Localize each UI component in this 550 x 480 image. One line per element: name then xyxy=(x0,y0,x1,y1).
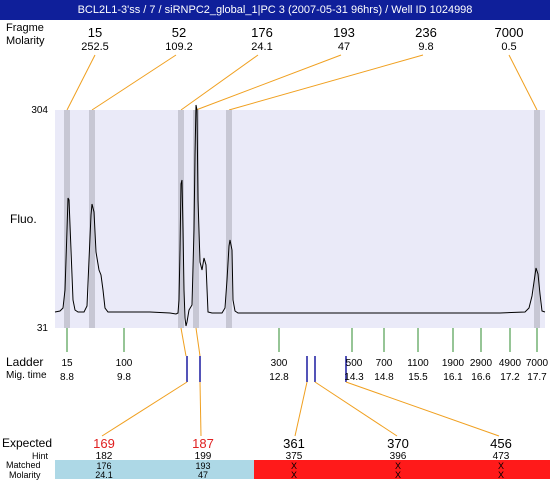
ladder-size-3: 300 xyxy=(270,358,288,369)
y-axis-label: Fluo. xyxy=(10,212,37,226)
peak-size-1: 15 xyxy=(87,25,103,40)
peak-molarity-4: 47 xyxy=(337,41,351,53)
marker-band-5 xyxy=(226,110,232,328)
matched-value-1: 176 xyxy=(96,461,112,471)
hint-value-2: 199 xyxy=(194,451,212,462)
ladder-size-6: 1100 xyxy=(407,358,429,369)
hint-row-label: Hint xyxy=(32,451,49,461)
marker-band-2 xyxy=(89,110,95,328)
window-title: BCL2L1-3'ss / 7 / siRNPC2_global_1|PC 3 … xyxy=(0,0,550,20)
hint-value-3: 375 xyxy=(285,451,303,462)
peak-molarity-3: 24.1 xyxy=(251,41,273,53)
y-axis-min-label: 31 xyxy=(36,323,48,334)
hint-value-4: 396 xyxy=(389,451,407,462)
peak-molarity-6: 0.5 xyxy=(501,41,517,53)
expected-link-2 xyxy=(195,327,201,357)
expected-value-1: 169 xyxy=(93,436,115,451)
matched-row-label: Matched xyxy=(6,460,41,470)
matched-row-bar xyxy=(55,460,254,479)
matched-molarity-1: 24.1 xyxy=(95,470,113,480)
ladder-size-1: 15 xyxy=(61,358,73,369)
expected-connector-4 xyxy=(314,381,398,437)
matched-molarity-5: X xyxy=(497,470,505,480)
ladder-size-5: 700 xyxy=(375,358,393,369)
ladder-time-10: 17.7 xyxy=(527,372,547,383)
expected-connector-3 xyxy=(294,381,308,437)
peak-molarity-5: 9.8 xyxy=(418,41,434,53)
peak-size-4: 193 xyxy=(333,25,355,40)
expected-link-1 xyxy=(180,327,187,357)
ladder-size-8: 2900 xyxy=(469,358,493,369)
expected-value-3: 361 xyxy=(283,436,305,451)
ladder-time-7: 16.1 xyxy=(443,372,463,383)
ladder-time-5: 14.8 xyxy=(374,372,394,383)
peak-molarity-1: 252.5 xyxy=(81,41,109,53)
ladder-size-10: 7000 xyxy=(525,358,549,369)
expected-value-2: 187 xyxy=(192,436,214,451)
expected-value-5: 456 xyxy=(490,436,512,451)
fluorescence-trace xyxy=(54,104,546,327)
matched-value-4: X xyxy=(394,461,402,471)
matched-molarity-3: X xyxy=(290,470,298,480)
mig-time-label: Mig. time xyxy=(6,370,47,381)
fragment-row-label: Fragme xyxy=(6,22,44,34)
matched-molarity-4: X xyxy=(394,470,402,480)
peak-connector-3 xyxy=(180,54,259,111)
electropherogram-plot-area xyxy=(55,110,545,328)
expected-connector-1 xyxy=(101,381,188,437)
peak-molarity-2: 109.2 xyxy=(165,41,193,53)
expected-connector-5 xyxy=(345,381,500,437)
expected-value-4: 370 xyxy=(387,436,409,451)
y-axis-max-label: 304 xyxy=(31,105,48,116)
peak-size-2: 52 xyxy=(171,25,187,40)
ladder-title: Ladder xyxy=(6,355,44,369)
molarity-row-label-bottom: Molarity xyxy=(9,470,41,480)
peak-connector-1 xyxy=(66,54,96,111)
matched-value-3: X xyxy=(290,461,298,471)
ladder-size-7: 1900 xyxy=(441,358,465,369)
marker-band-6 xyxy=(534,110,540,328)
marker-band-4 xyxy=(193,110,199,328)
ladder-time-4: 14.3 xyxy=(344,372,364,383)
ladder-time-2: 9.8 xyxy=(117,372,131,383)
hint-value-5: 473 xyxy=(492,451,510,462)
expected-title: Expected xyxy=(2,436,53,450)
ladder-time-6: 15.5 xyxy=(408,372,428,383)
peak-size-3: 176 xyxy=(251,25,273,40)
matched-value-2: 193 xyxy=(195,461,211,471)
ladder-time-8: 16.6 xyxy=(471,372,491,383)
ladder-time-9: 17.2 xyxy=(500,372,520,383)
expected-connector-2 xyxy=(199,381,202,437)
ladder-size-9: 4900 xyxy=(498,358,522,369)
peak-connector-4 xyxy=(195,54,342,111)
matched-value-5: X xyxy=(497,461,505,471)
ladder-size-2: 100 xyxy=(115,358,133,369)
missing-row-bar xyxy=(254,460,550,479)
ladder-time-1: 8.8 xyxy=(60,372,74,383)
hint-value-1: 182 xyxy=(95,451,113,462)
molarity-row-label: Molarity xyxy=(6,35,45,47)
peak-size-5: 236 xyxy=(415,25,437,40)
peak-connector-2 xyxy=(91,54,177,111)
ladder-size-4: 500 xyxy=(345,358,363,369)
peak-size-6: 7000 xyxy=(494,25,524,40)
peak-connector-6 xyxy=(508,54,538,111)
matched-molarity-2: 47 xyxy=(197,470,209,480)
marker-band-3 xyxy=(178,110,184,328)
peak-connector-5 xyxy=(228,54,424,111)
ladder-time-3: 12.8 xyxy=(269,372,289,383)
